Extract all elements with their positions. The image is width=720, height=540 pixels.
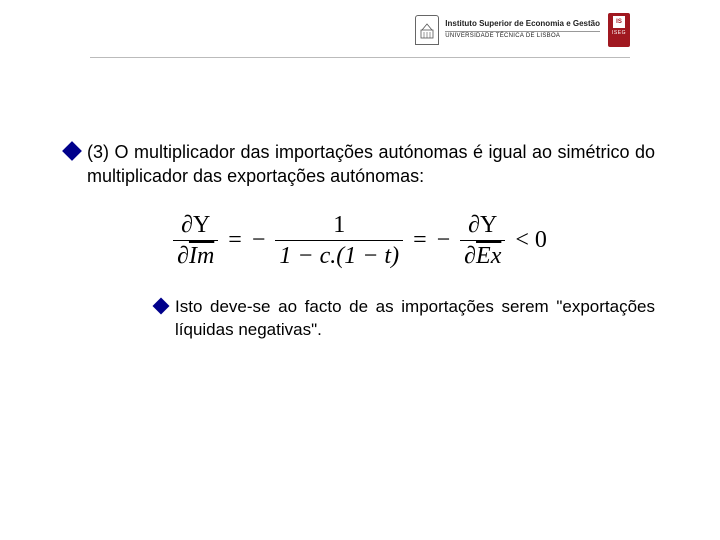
im-bar: Im (189, 243, 214, 269)
mid-denominator: 1 − c.(1 − t) (275, 244, 403, 268)
equals-2: = (413, 227, 427, 254)
mid-fraction: 1 1 − c.(1 − t) (275, 213, 403, 268)
main-bullet-text: (3) O multiplicador das importações autó… (87, 140, 655, 189)
sub-bullet-text: Isto deve-se ao facto de as importações … (175, 296, 655, 342)
institution-name: Instituto Superior de Economia e Gestão (445, 20, 600, 29)
mid-numerator: 1 (329, 213, 349, 237)
rhs-fraction: ∂Y ∂Ex (460, 213, 505, 268)
institution-logo-block: Instituto Superior de Economia e Gestão … (415, 15, 600, 45)
ex-bar: Ex (476, 243, 501, 269)
partial-symbol: ∂Y (181, 212, 210, 238)
badge-square: IS (613, 16, 625, 28)
sub-bullet: Isto deve-se ao facto de as importações … (155, 296, 655, 342)
institution-text: Instituto Superior de Economia e Gestão … (445, 20, 600, 39)
diamond-bullet-icon (62, 141, 82, 161)
university-name: UNIVERSIDADE TÉCNICA DE LISBOA (445, 31, 600, 40)
diamond-bullet-icon (153, 297, 170, 314)
slide-header: Instituto Superior de Economia e Gestão … (90, 8, 630, 58)
formula-block: ∂Y ∂Im = − 1 1 − c.(1 − t) = − ∂Y ∂Ex < … (65, 213, 655, 268)
slide-content: (3) O multiplicador das importações autó… (65, 140, 655, 341)
university-seal-icon (415, 15, 439, 45)
lhs-fraction: ∂Y ∂Im (173, 213, 218, 268)
badge-label: ISEG (612, 30, 626, 36)
less-than-zero: < 0 (515, 227, 547, 254)
equals-1: = (228, 227, 242, 254)
neg-1: − (252, 227, 266, 254)
neg-2: − (437, 227, 451, 254)
main-bullet: (3) O multiplicador das importações autó… (65, 140, 655, 189)
iseg-badge-icon: IS ISEG (608, 13, 630, 47)
multiplier-formula: ∂Y ∂Im = − 1 1 − c.(1 − t) = − ∂Y ∂Ex < … (173, 213, 547, 268)
